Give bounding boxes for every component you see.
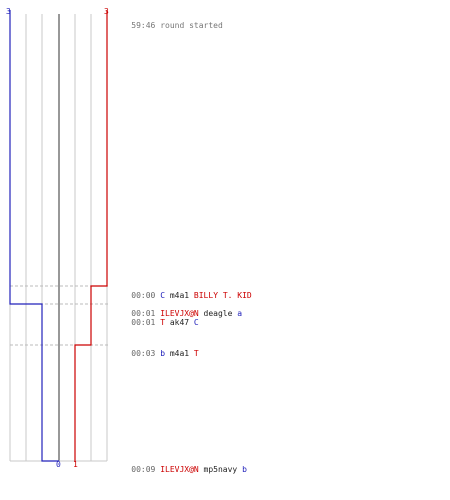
event-killer: ILEVJX@N — [160, 309, 199, 318]
blue-end-score: 0 — [56, 460, 61, 469]
event-victim: b — [242, 465, 247, 474]
kill-event-row: 00:01 T ak47 C — [112, 309, 199, 336]
kill-event-row: 00:09 ILEVJX@N mp5navy b — [112, 456, 247, 483]
blue-start-score: 3 — [6, 7, 11, 16]
round-start-time: 59:46 — [131, 21, 156, 30]
event-weapon: deagle — [198, 309, 238, 318]
event-time: 00:09 — [131, 465, 156, 474]
kill-event-row: 00:01 ILEVJX@N deagle a — [112, 300, 242, 327]
round-start-label: round started — [160, 21, 223, 30]
event-time: 00:00 — [131, 291, 156, 300]
event-time: 00:01 — [131, 318, 156, 327]
event-killer: C — [160, 291, 166, 300]
event-killer: T — [160, 318, 166, 327]
event-victim: a — [237, 309, 243, 318]
event-killer: ILEVJX@N — [160, 465, 199, 474]
kill-event-row: 00:00 C m4a1 BILLY T. KID — [112, 282, 252, 309]
event-weapon: ak47 — [165, 318, 194, 327]
event-weapon: mp5navy — [198, 465, 243, 474]
kill-event-row: 00:03 b m4a1 T — [112, 340, 199, 367]
red-start-score: 3 — [104, 7, 109, 16]
red-end-score: 1 — [73, 460, 78, 469]
event-killer: b — [160, 349, 166, 358]
event-weapon: m4a1 — [165, 349, 194, 358]
event-victim: BILLY T. KID — [193, 291, 252, 300]
event-weapon: m4a1 — [165, 291, 194, 300]
event-victim: C — [193, 318, 199, 327]
event-victim: T — [193, 349, 199, 358]
blue-team-line — [9, 10, 59, 462]
event-time: 00:01 — [131, 309, 156, 318]
event-time: 00:03 — [131, 349, 156, 358]
round-start-row: 59:46 round started — [112, 12, 223, 39]
red-team-line — [74, 10, 108, 461]
